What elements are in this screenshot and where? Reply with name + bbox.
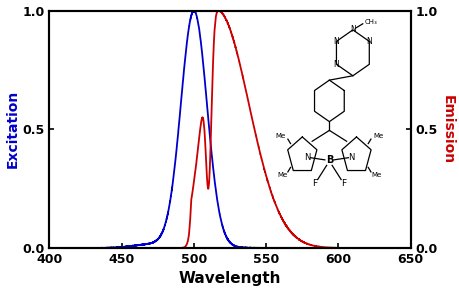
X-axis label: Wavelength: Wavelength xyxy=(179,272,281,286)
Y-axis label: Emission: Emission xyxy=(439,95,453,164)
Y-axis label: Excitation: Excitation xyxy=(6,90,20,168)
